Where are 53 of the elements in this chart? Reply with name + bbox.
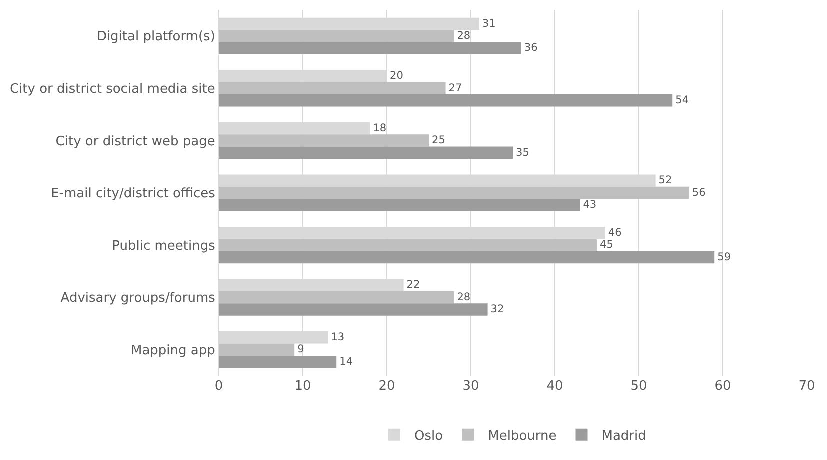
x-tick-label: 30 — [462, 379, 480, 394]
data-label: 43 — [583, 199, 597, 212]
data-label: 14 — [340, 356, 354, 368]
bar — [219, 30, 454, 42]
x-tick-label: 10 — [294, 379, 312, 394]
bar — [219, 304, 488, 316]
bar — [219, 82, 446, 95]
y-tick-label: Mapping app — [130, 343, 216, 358]
data-label: 25 — [432, 134, 446, 147]
y-tick-label: City or district social media site — [10, 82, 216, 97]
data-label: 52 — [658, 174, 672, 187]
data-label: 59 — [718, 251, 732, 264]
x-tick-label: 0 — [214, 379, 224, 394]
x-tick-label: 40 — [546, 379, 564, 394]
bar — [219, 94, 673, 107]
data-label: 35 — [516, 146, 530, 159]
bar — [219, 146, 513, 160]
data-label: 22 — [406, 279, 420, 292]
data-label: 32 — [490, 304, 504, 316]
data-label: 46 — [608, 226, 622, 239]
bar — [219, 186, 690, 200]
bar — [219, 42, 522, 54]
data-label: 28 — [457, 30, 471, 42]
y-tick-label: City or district web page — [56, 134, 216, 150]
bar — [219, 344, 295, 356]
bar — [219, 356, 337, 368]
legend-label: Oslo — [414, 428, 444, 444]
bar — [219, 199, 580, 212]
legend-label: Madrid — [602, 428, 646, 444]
x-tick-label: 60 — [714, 379, 732, 394]
y-tick-label: Public meetings — [112, 238, 216, 254]
data-label: 20 — [390, 70, 404, 82]
x-tick-label: 50 — [630, 379, 648, 394]
data-label: 27 — [448, 82, 462, 94]
y-tick-label: Digital platform(s) — [96, 30, 216, 45]
data-label: 9 — [298, 344, 304, 356]
bar — [219, 291, 454, 304]
legend-label: Melbourne — [488, 428, 557, 444]
bar — [219, 134, 429, 147]
y-tick-label: Advisary groups/forums — [60, 291, 216, 306]
data-label: 18 — [373, 122, 387, 134]
data-label: 13 — [331, 332, 345, 344]
data-label: 31 — [482, 18, 496, 30]
x-tick-label: 70 — [798, 379, 816, 394]
y-tick-label: E-mail city/district offices — [51, 186, 216, 202]
data-label: 28 — [457, 291, 471, 304]
data-label: 56 — [692, 186, 706, 199]
x-tick-label: 20 — [378, 379, 396, 394]
bar — [219, 239, 597, 252]
bar — [219, 251, 715, 264]
data-label: 45 — [600, 239, 614, 252]
data-label: 54 — [676, 94, 690, 106]
data-label: 36 — [524, 42, 538, 54]
